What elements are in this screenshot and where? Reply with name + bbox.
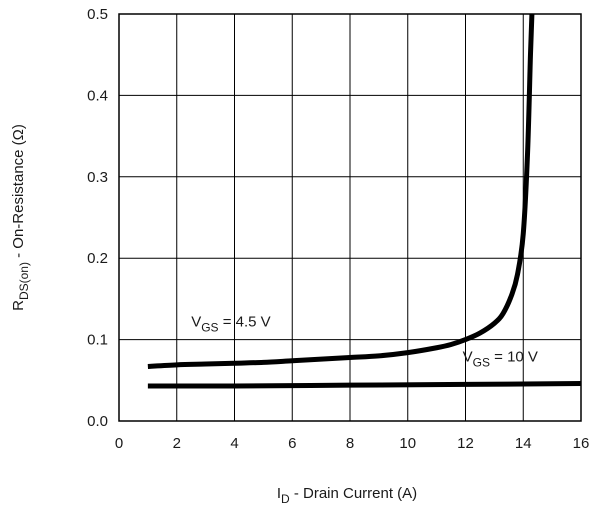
series-line-0 [147,13,535,369]
y-tick-label: 0.1 [87,332,108,349]
y-tick-label: 0.4 [87,87,108,104]
series-line-1 [147,381,582,389]
series-annotations: VGS = 4.5 V VGS = 10 V [191,314,538,370]
x-tick-label: 6 [288,435,296,452]
x-tick-label: 14 [515,435,532,452]
x-tick-label: 0 [115,435,123,452]
x-tick-label: 16 [573,435,590,452]
y-axis-title: RDS(on) - On-Resistance (Ω) [10,124,31,311]
y-axis-title-sub: DS(on) [17,262,31,300]
y-tick-label: 0.0 [87,413,108,430]
x-tick-label: 12 [457,435,474,452]
grid [118,13,582,422]
x-axis-title: ID - Drain Current (A) [277,485,417,506]
plot-frame [118,13,582,422]
x-axis-title-main: I [277,485,281,502]
x-tick-label: 4 [230,435,238,452]
x-axis-title-sub: D [281,492,290,506]
y-axis-title-rest: - On-Resistance (Ω) [10,124,27,262]
y-axis-title-main: R [10,300,27,311]
series-layer [147,13,582,389]
y-tick-label: 0.5 [87,6,108,23]
x-tick-label: 8 [346,435,354,452]
series-annotation-0: VGS = 4.5 V [191,314,270,335]
y-tick-label: 0.2 [87,250,108,267]
series-annotation-1: VGS = 10 V [463,349,538,370]
y-tick-label: 0.3 [87,169,108,186]
x-tick-label: 10 [399,435,416,452]
x-tick-label: 2 [173,435,181,452]
x-axis-title-rest: - Drain Current (A) [290,485,418,502]
x-tick-labels: 0 2 4 6 8 10 12 14 16 [115,435,590,452]
y-tick-labels: 0.0 0.1 0.2 0.3 0.4 0.5 [87,6,108,430]
